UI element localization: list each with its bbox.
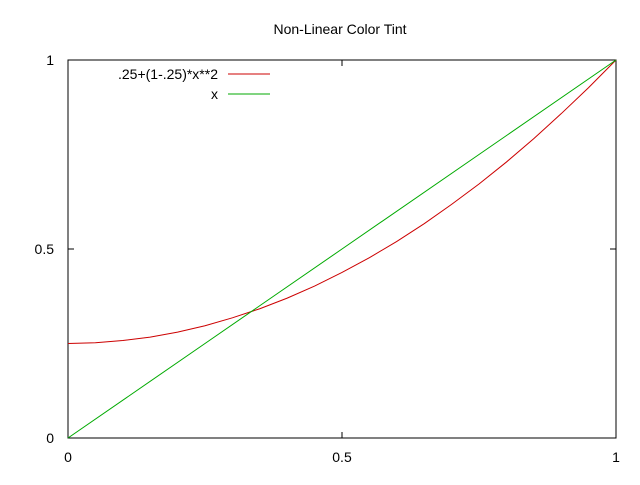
legend: .25+(1-.25)*x**2 x: [118, 66, 270, 102]
legend-label-0: .25+(1-.25)*x**2: [118, 66, 218, 82]
x-tick-label: 1: [612, 449, 620, 465]
chart-title: Non-Linear Color Tint: [273, 21, 406, 37]
series-line-1: [67, 59, 617, 439]
legend-label-1: x: [211, 86, 218, 102]
x-tick-label: 0.5: [332, 449, 352, 465]
y-tick-label: 0.5: [35, 241, 55, 257]
x-tick-label: 0: [64, 449, 72, 465]
series-layer: [67, 59, 617, 439]
y-tick-label: 1: [46, 52, 54, 68]
ticks-layer: 0 0.5 1 0 0.5 1: [35, 52, 621, 465]
series-line-0: [67, 59, 617, 344]
y-tick-label: 0: [46, 430, 54, 446]
